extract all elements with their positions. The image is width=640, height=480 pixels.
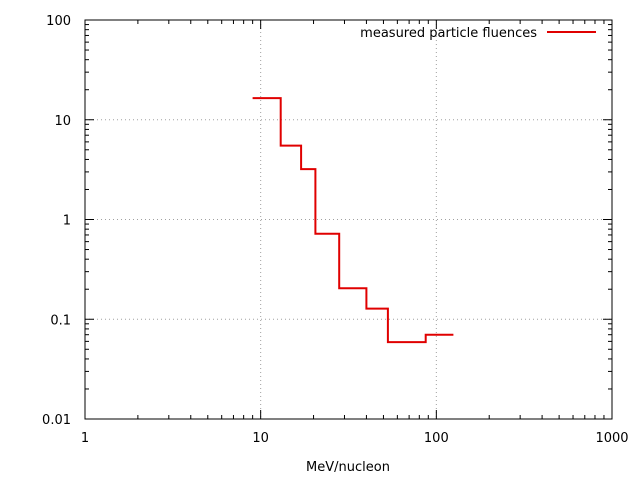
- y-tick-label: 10: [54, 114, 71, 129]
- y-tick-label: 0.1: [50, 313, 71, 328]
- legend: measured particle fluences: [360, 26, 596, 41]
- y-tick-label: 0.01: [42, 413, 71, 428]
- plot-frame: [84, 19, 613, 420]
- x-tick-label: 1000: [595, 431, 628, 446]
- x-tick-label: 10: [252, 431, 269, 446]
- tick-labels: 1 10 100 1000 0.01 0.1 1 10 100: [42, 14, 629, 446]
- series-lines: [252, 97, 454, 344]
- y-tick-label: 1: [63, 214, 71, 229]
- x-tick-label: 1: [81, 431, 89, 446]
- series-line: [252, 97, 454, 344]
- x-tick-label: 100: [424, 431, 449, 446]
- x-axis-label: MeV/nucleon: [306, 460, 390, 475]
- legend-label: measured particle fluences: [360, 26, 537, 41]
- tick-marks: [84, 19, 613, 420]
- y-tick-label: 100: [46, 14, 71, 29]
- grid: [85, 20, 612, 419]
